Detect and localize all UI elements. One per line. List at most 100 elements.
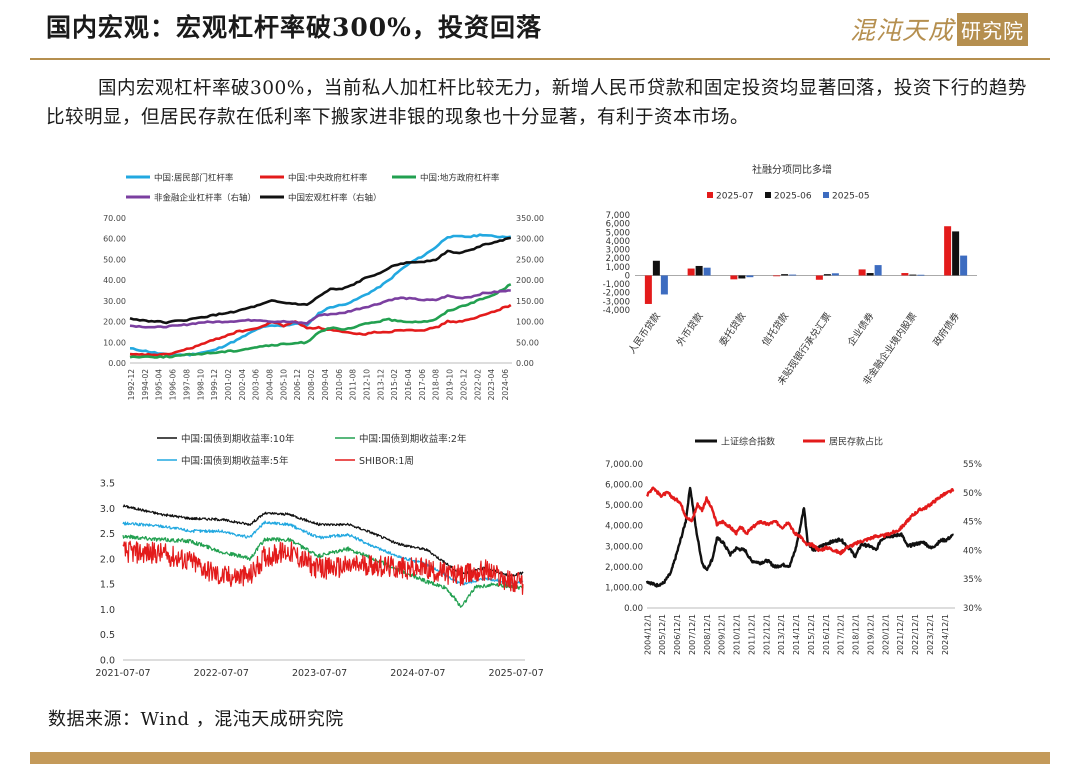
y-tick-label: -1,000 [603, 280, 630, 290]
bar [831, 273, 839, 276]
bar [789, 274, 797, 276]
y-right-tick-label: 50% [963, 489, 982, 499]
series-line-3 [122, 540, 524, 595]
bar [874, 265, 882, 276]
x-tick-label: 2023-04 [487, 369, 496, 401]
x-tick-label: 2006/12/1 [673, 614, 682, 655]
x-tick-label: 2021-07-07 [95, 668, 150, 679]
x-tick-label: 2001-02 [224, 369, 233, 401]
x-tick-label: 2015/12/1 [807, 614, 816, 655]
y-tick-label: 1.0 [100, 605, 115, 616]
bar [952, 231, 960, 276]
y-right-tick-label: 250.00 [516, 255, 544, 264]
x-tick-label: 1992-12 [127, 369, 136, 401]
yields-chart: 中国:国债到期收益率:10年 中国:国债到期收益率:2年中国:国债到期收益率:5年… [95, 433, 544, 679]
chart-title: 社融分项同比多增 [752, 163, 832, 176]
x-tick-label: 2022-07-07 [194, 668, 249, 679]
y-left-tick-label: 60.00 [103, 235, 126, 244]
social-financing-chart: 社融分项同比多增 2025-07 2025-06 2025-05 7,0006,0005… [603, 163, 977, 387]
x-tick-label: 信托贷款 [759, 310, 791, 348]
y-left-tick-label: 7,000.00 [605, 460, 643, 470]
y-left-tick-label: 0.00 [108, 359, 126, 368]
y-right-tick-label: 350.00 [516, 214, 544, 223]
y-left-tick-label: 20.00 [103, 318, 126, 327]
x-tick-label: 2012-10 [362, 369, 371, 401]
x-tick-label: 2018/12/1 [852, 614, 861, 655]
header-divider [30, 58, 1050, 60]
y-tick-label: 0.0 [100, 656, 115, 667]
y-tick-label: -2,000 [603, 289, 630, 299]
legend-swatch [823, 192, 829, 198]
y-left-tick-label: 40.00 [103, 276, 126, 285]
y-tick-label: -4,000 [603, 306, 630, 316]
y-tick-label: 0 [625, 271, 630, 281]
legend-label: 中国:居民部门杠杆率 [154, 173, 234, 184]
page-title: 国内宏观：宏观杠杆率破300%，投资回落 [46, 13, 542, 42]
x-tick-label: 2015-02 [390, 369, 399, 401]
x-tick-label: 2024-06 [501, 369, 510, 401]
x-tick-label: 2005/12/1 [658, 614, 667, 655]
x-tick-label: 2008-02 [307, 369, 316, 401]
y-left-tick-label: 30.00 [103, 297, 126, 306]
y-left-tick-label: 5,000.00 [605, 501, 643, 511]
y-tick-label: 1.5 [100, 580, 115, 591]
legend-label: 中国:中央政府杠杆率 [288, 173, 368, 184]
x-tick-label: 2003-06 [252, 369, 261, 401]
x-tick-label: 2004-08 [266, 369, 275, 401]
x-tick-label: 2018-08 [432, 369, 441, 401]
y-tick-label: 2,000 [606, 254, 630, 264]
y-right-tick-label: 100.00 [516, 318, 544, 327]
logo-box-text: 研究院 [957, 12, 1028, 46]
series-line-1 [129, 303, 512, 357]
y-right-tick-label: 150.00 [516, 297, 544, 306]
y-left-tick-label: 3,000.00 [605, 542, 643, 552]
series-line-0 [645, 486, 955, 588]
y-right-tick-label: 55% [963, 460, 982, 470]
bar [866, 273, 874, 276]
x-tick-label: 2020/12/1 [881, 614, 890, 655]
series-line-1 [122, 534, 524, 608]
series-line-3 [129, 289, 511, 329]
x-tick-label: 2011/12/1 [747, 614, 756, 655]
y-left-tick-label: 50.00 [103, 255, 126, 264]
y-tick-label: 4,000 [606, 237, 630, 247]
y-tick-label: 7,000 [606, 211, 630, 221]
legend-label: 居民存款占比 [829, 436, 883, 448]
bar [960, 255, 968, 276]
x-tick-label: 2009/12/1 [718, 614, 727, 655]
bar [644, 275, 652, 304]
data-source: 数据来源：Wind ，混沌天成研究院 [48, 709, 344, 730]
legend-label: 中国:国债到期收益率:2年 [359, 433, 467, 445]
x-tick-label: 2013-12 [376, 369, 385, 401]
bar [781, 274, 789, 276]
legend-label: 中国宏观杠杆率（右轴） [288, 193, 382, 204]
bar [660, 275, 668, 295]
x-tick-label: 2022-02 [473, 369, 482, 401]
x-tick-label: 1995-04 [155, 369, 164, 401]
bar [746, 275, 754, 278]
x-tick-label: 1998-10 [196, 369, 205, 401]
y-right-tick-label: 30% [963, 604, 982, 614]
legend-label: 中国:地方政府杠杆率 [420, 173, 500, 184]
x-tick-label: 2019/12/1 [866, 614, 875, 655]
brand-logo: 混沌天成 研究院 [850, 12, 1028, 46]
y-tick-label: 0.5 [100, 630, 115, 641]
y-tick-label: 3.5 [100, 479, 115, 490]
bar [815, 275, 823, 280]
y-right-tick-label: 0.00 [516, 359, 534, 368]
y-tick-label: -3,000 [603, 297, 630, 307]
x-tick-label: 2006-12 [293, 369, 302, 401]
y-tick-label: 2.0 [100, 554, 115, 565]
legend-label: SHIBOR:1周 [359, 456, 414, 467]
x-tick-label: 2022/12/1 [911, 614, 920, 655]
x-tick-label: 2010-06 [335, 369, 344, 401]
bar [730, 275, 738, 280]
x-tick-label: 政府债券 [930, 310, 962, 348]
series-line-1 [646, 486, 955, 556]
x-tick-label: 2025-07-07 [489, 668, 544, 679]
x-tick-label: 2020-12 [459, 369, 468, 401]
x-tick-label: 委托贷款 [717, 310, 749, 348]
x-tick-label: 2010/12/1 [733, 614, 742, 655]
legend-label: 上证综合指数 [721, 436, 775, 448]
bar [695, 265, 703, 276]
